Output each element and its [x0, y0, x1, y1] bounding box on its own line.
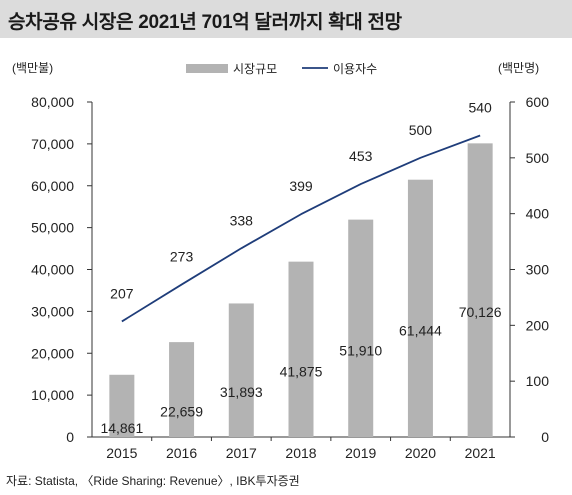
left-tick-label: 80,000 — [31, 94, 74, 110]
user-count-line — [121, 134, 481, 323]
bar — [467, 143, 493, 437]
line-value-label: 500 — [409, 122, 433, 138]
left-tick-label: 40,000 — [31, 262, 74, 278]
axes: (백만불) (백만명) 0 10,000 20,000 30,000 40,000 50,00… — [12, 61, 549, 461]
legend: 시장규모 이용자수 — [186, 62, 377, 76]
right-tick-label: 500 — [526, 150, 550, 166]
x-tick-label: 2020 — [405, 445, 436, 461]
right-tick-label: 600 — [526, 94, 550, 110]
left-tick-label: 0 — [66, 429, 74, 445]
left-tick-label: 20,000 — [31, 345, 74, 361]
data-labels: 14,861 22,659 31,893 41,875 51,910 61,444 70,1… — [100, 100, 501, 436]
x-tick-label: 2019 — [345, 445, 376, 461]
left-axis-unit: (백만불) — [12, 61, 53, 75]
bar-value-label: 31,893 — [220, 384, 263, 400]
line-value-label: 338 — [230, 212, 254, 228]
right-tick-label: 0 — [541, 429, 549, 445]
line-value-label: 399 — [289, 178, 313, 194]
line-value-label: 273 — [170, 249, 194, 265]
bar-value-label: 61,444 — [399, 322, 442, 338]
legend-bar-swatch — [186, 64, 228, 73]
left-tick-label: 70,000 — [31, 136, 74, 152]
bar-value-label: 51,910 — [339, 342, 382, 358]
x-tick-label: 2015 — [106, 445, 137, 461]
bar — [228, 303, 254, 437]
left-tick-label: 30,000 — [31, 303, 74, 319]
line-value-label: 453 — [349, 148, 373, 164]
bar — [109, 374, 135, 437]
bar-value-label: 14,861 — [100, 420, 143, 436]
x-tick-label: 2017 — [226, 445, 257, 461]
bar-value-label: 41,875 — [280, 363, 323, 379]
bar — [407, 179, 433, 437]
bar-value-label: 22,659 — [160, 404, 203, 420]
left-tick-label: 60,000 — [31, 178, 74, 194]
title-bar: 승차공유 시장은 2021년 701억 달러까지 확대 전망 — [0, 0, 572, 38]
right-tick-label: 100 — [526, 373, 550, 389]
left-tick-label: 10,000 — [31, 387, 74, 403]
bar — [288, 261, 314, 437]
x-tick-label: 2016 — [166, 445, 197, 461]
x-tick-label: 2018 — [285, 445, 316, 461]
bar-value-label: 70,126 — [459, 304, 502, 320]
chart-area: 시장규모 이용자수 (백만불) (백만명) 0 10,000 20,000 30,000 40… — [12, 61, 549, 461]
legend-label-market-size: 시장규모 — [233, 62, 277, 76]
line-value-label: 540 — [468, 100, 492, 116]
bar — [169, 342, 195, 437]
line-value-label: 207 — [110, 285, 134, 301]
left-tick-label: 50,000 — [31, 220, 74, 236]
right-axis-unit: (백만명) — [498, 61, 539, 75]
bar — [348, 219, 374, 437]
right-tick-label: 300 — [526, 262, 550, 278]
bars — [109, 143, 493, 437]
x-tick-label: 2021 — [465, 445, 496, 461]
right-tick-label: 400 — [526, 206, 550, 222]
chart-title: 승차공유 시장은 2021년 701억 달러까지 확대 전망 — [8, 12, 402, 33]
source-note: 자료: Statista, 〈Ride Sharing: Revenue〉, I… — [6, 474, 300, 488]
right-tick-label: 200 — [526, 317, 550, 333]
legend-label-users: 이용자수 — [333, 62, 377, 76]
